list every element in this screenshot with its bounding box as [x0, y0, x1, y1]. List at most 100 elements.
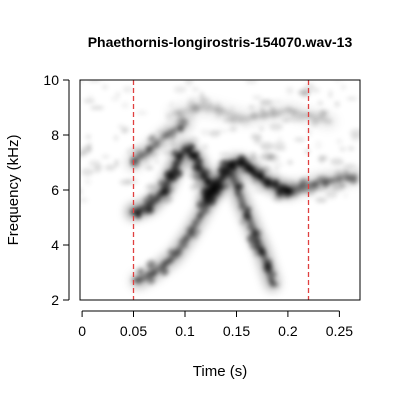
- energy-cell: [144, 152, 149, 157]
- energy-cell: [349, 175, 358, 185]
- noise-speck: [102, 84, 108, 90]
- noise-speck: [122, 86, 133, 93]
- energy-cell: [235, 191, 240, 196]
- noise-speck: [272, 195, 284, 202]
- energy-cell: [233, 176, 242, 185]
- energy-cell: [250, 111, 258, 120]
- energy-cell: [167, 248, 175, 256]
- noise-speck: [145, 183, 157, 190]
- y-axis-label: Frequency (kHz): [5, 135, 22, 246]
- noise-speck: [334, 101, 340, 108]
- energy-cell: [318, 110, 327, 119]
- energy-cell: [158, 179, 166, 188]
- energy-cell: [181, 234, 189, 243]
- noise-speck: [173, 86, 187, 94]
- noise-speck: [317, 101, 324, 105]
- noise-speck: [117, 124, 125, 129]
- noise-speck: [90, 105, 104, 110]
- energy-cell: [211, 177, 219, 185]
- energy-cell: [204, 194, 208, 198]
- energy-cell: [176, 110, 182, 116]
- noise-speck: [340, 84, 347, 90]
- energy-cell: [339, 181, 343, 186]
- energy-cell: [192, 164, 201, 173]
- energy-cell: [186, 143, 193, 150]
- noise-speck: [328, 90, 333, 99]
- y-tick-label: 2: [51, 292, 59, 308]
- noise-speck: [110, 96, 120, 102]
- energy-cell: [171, 166, 180, 175]
- energy-cell: [253, 179, 257, 183]
- noise-speck: [199, 91, 205, 100]
- energy-cell: [245, 209, 251, 214]
- noise-speck: [84, 178, 92, 186]
- energy-cell: [230, 116, 239, 125]
- noise-speck: [285, 86, 294, 95]
- energy-cell: [284, 115, 289, 119]
- x-axis: 0 0.05 0.1 0.15 0.2 0.25: [78, 310, 353, 339]
- energy-cell: [340, 174, 344, 178]
- energy-cell: [290, 181, 298, 189]
- noise-speck: [336, 138, 343, 145]
- energy-cell: [179, 239, 183, 243]
- noise-speck: [218, 152, 230, 156]
- noise-speck: [120, 128, 128, 134]
- energy-cell: [135, 275, 143, 282]
- noise-speck: [300, 88, 310, 97]
- noise-speck: [155, 159, 159, 164]
- y-tick-label: 6: [51, 182, 59, 198]
- noise-speck: [272, 161, 284, 168]
- noise-speck: [191, 87, 200, 92]
- energy-cell: [146, 271, 151, 276]
- noise-speck: [81, 168, 93, 177]
- noise-speck: [260, 142, 274, 151]
- energy-cell: [239, 218, 247, 226]
- energy-cell: [325, 179, 331, 185]
- noise-speck: [101, 154, 110, 159]
- energy-cell: [198, 158, 203, 163]
- energy-cell: [130, 158, 138, 166]
- energy-cell: [173, 128, 177, 133]
- noise-speck: [287, 160, 293, 165]
- energy-cell: [275, 111, 283, 118]
- x-axis-label: Time (s): [193, 363, 247, 380]
- energy-cell: [173, 249, 183, 259]
- noise-speck: [80, 187, 84, 196]
- noise-speck: [202, 144, 208, 149]
- x-tick-label: 0.05: [120, 323, 147, 339]
- x-tick-label: 0.1: [175, 323, 195, 339]
- y-tick-label: 10: [43, 72, 59, 88]
- energy-cell: [187, 111, 196, 120]
- noise-speck: [270, 99, 282, 103]
- energy-cell: [232, 166, 237, 171]
- energy-cell: [269, 278, 274, 283]
- energy-cell: [301, 177, 309, 186]
- energy-cell: [223, 183, 230, 190]
- noise-speck: [80, 80, 84, 83]
- noise-speck: [113, 134, 119, 141]
- noise-speck: [294, 137, 306, 142]
- energy-cell: [342, 169, 350, 176]
- energy-cell: [135, 210, 141, 216]
- energy-cell: [193, 172, 203, 182]
- noise-speck: [189, 136, 199, 144]
- energy-cell: [177, 113, 186, 123]
- noise-speck: [186, 138, 191, 142]
- noise-speck: [259, 126, 264, 132]
- energy-cell: [173, 161, 177, 165]
- energy-cell: [280, 184, 285, 189]
- noise-speck: [121, 101, 129, 109]
- energy-cell: [254, 238, 260, 244]
- noise-speck: [347, 146, 355, 151]
- energy-cell: [257, 247, 266, 257]
- noise-speck: [251, 189, 265, 194]
- energy-cell: [143, 196, 153, 206]
- noise-speck: [184, 80, 194, 86]
- energy-cell: [149, 134, 156, 141]
- energy-cell: [151, 140, 160, 150]
- noise-speck: [83, 98, 96, 104]
- energy-cell: [163, 189, 169, 196]
- energy-cell: [218, 166, 225, 174]
- noise-speck: [186, 96, 201, 101]
